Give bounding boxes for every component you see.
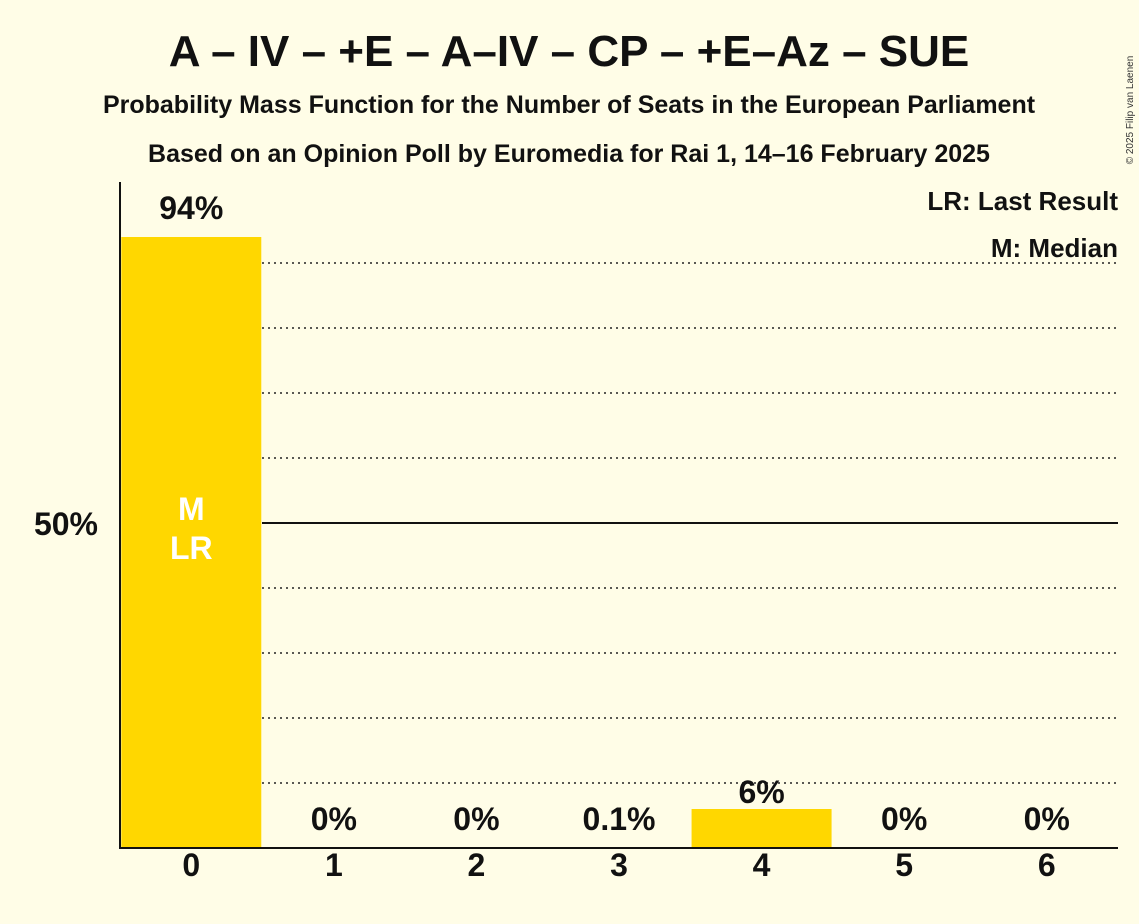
x-tick-5: 5 [895, 847, 913, 883]
x-tick-4: 4 [753, 847, 771, 883]
x-tick-0: 0 [182, 847, 200, 883]
x-tick-2: 2 [468, 847, 486, 883]
x-tick-6: 6 [1038, 847, 1056, 883]
data-label-0: 94% [159, 190, 223, 226]
legend-median: M: Median [991, 233, 1118, 263]
data-label-2: 0% [453, 801, 499, 837]
gridlines [262, 262, 1118, 784]
x-tick-labels: 0 1 2 3 4 5 6 [182, 847, 1055, 883]
x-tick-1: 1 [325, 847, 343, 883]
data-label-1: 0% [311, 801, 357, 837]
bar-markers: MLR [170, 491, 213, 566]
bar-0 [121, 237, 262, 848]
chart-subtitle: Probability Mass Function for the Number… [103, 91, 1036, 119]
bar-4 [691, 809, 832, 848]
data-label-5: 0% [881, 801, 927, 837]
y-tick-label-50: 50% [34, 506, 98, 542]
data-label-6: 0% [1024, 801, 1070, 837]
copyright-notice: © 2025 Filip van Laenen [1125, 56, 1136, 165]
data-label-3: 0.1% [583, 801, 656, 837]
chart-title: A – IV – +E – A–IV – CP – +E–Az – SUE [169, 27, 970, 76]
bars [121, 237, 832, 848]
data-labels: 94% 0% 0% 0.1% 6% 0% 0% [159, 190, 1070, 837]
chart-source-line: Based on an Opinion Poll by Euromedia fo… [148, 140, 990, 168]
legend-last-result: LR: Last Result [927, 186, 1118, 216]
data-label-4: 6% [738, 774, 784, 810]
median-marker: M [178, 491, 205, 527]
x-tick-3: 3 [610, 847, 628, 883]
last-result-marker: LR [170, 530, 213, 566]
